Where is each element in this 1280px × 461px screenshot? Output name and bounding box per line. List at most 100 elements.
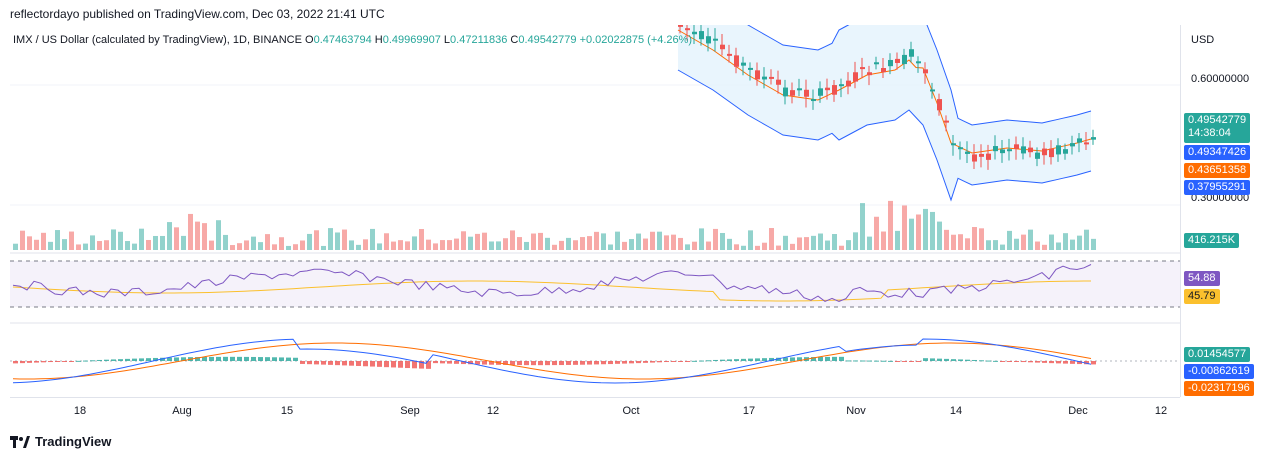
- open-label: O: [305, 34, 314, 46]
- time-tick: Nov: [846, 405, 866, 417]
- macd-hist-bar: [517, 361, 522, 366]
- volume-bar: [363, 239, 368, 250]
- candle-body: [853, 72, 858, 82]
- macd-hist-bar: [797, 357, 802, 361]
- candle-body: [1077, 138, 1082, 143]
- open-value: 0.47463794: [313, 34, 372, 46]
- volume-bar: [601, 233, 606, 250]
- volume-bar: [636, 233, 641, 250]
- macd-hist-bar: [41, 361, 46, 363]
- volume-bar: [433, 243, 438, 250]
- macd-hist-bar: [174, 357, 179, 361]
- candle-body: [860, 67, 865, 70]
- macd-hist-bar: [202, 356, 207, 361]
- footer-brand[interactable]: TradingView: [10, 434, 111, 449]
- signal-tag: -0.02317196: [1184, 381, 1254, 396]
- volume-bar: [125, 241, 130, 250]
- macd-hist-bar: [412, 361, 417, 369]
- price-axis[interactable]: USD 0.60000000 0.30000000 0.49542779 14:…: [1180, 25, 1271, 397]
- volume-bar: [552, 244, 557, 250]
- macd-hist-bar: [825, 356, 830, 361]
- volume-bar: [538, 232, 543, 250]
- macd-hist-bar: [132, 358, 137, 361]
- volume-bar: [1056, 242, 1061, 250]
- macd-hist-bar: [34, 361, 39, 363]
- macd-hist-bar: [909, 361, 914, 362]
- volume-bar: [83, 243, 88, 250]
- macd-hist-bar: [1035, 361, 1040, 363]
- macd-hist-bar: [657, 361, 662, 363]
- volume-bar: [888, 200, 893, 250]
- macd-hist-bar: [405, 361, 410, 369]
- volume-bar: [951, 234, 956, 250]
- volume-bar: [1042, 244, 1047, 250]
- upper-band-line: [747, 25, 1092, 126]
- volume-bar: [349, 240, 354, 250]
- candle-body: [685, 28, 690, 31]
- volume-bar: [517, 237, 522, 250]
- volume-bar: [97, 241, 102, 250]
- macd-hist-bar: [447, 361, 452, 364]
- candle-body: [923, 69, 928, 74]
- volume-bar: [678, 237, 683, 250]
- macd-hist-bar: [790, 357, 795, 361]
- candle-body: [1007, 149, 1012, 152]
- macd-hist-bar: [356, 361, 361, 366]
- macd-hist-bar: [608, 361, 613, 365]
- macd-hist-bar: [69, 361, 74, 362]
- volume-bar: [146, 239, 151, 250]
- candle-body: [818, 88, 823, 96]
- volume-bar: [937, 221, 942, 250]
- macd-hist-bar: [1028, 361, 1033, 363]
- volume-bar: [685, 244, 690, 250]
- macd-hist-bar: [13, 361, 18, 364]
- time-axis[interactable]: 18 Aug 15 Sep 12 Oct 17 Nov 14 Dec 12: [10, 397, 1180, 424]
- macd-hist-bar: [419, 361, 424, 369]
- volume-bar: [909, 218, 914, 250]
- volume-bar: [608, 244, 613, 250]
- macd-hist-bar: [328, 361, 333, 365]
- time-tick: Dec: [1068, 405, 1088, 417]
- macd-hist-bar: [685, 361, 690, 362]
- volume-bar: [979, 228, 984, 250]
- macd-hist-bar: [181, 357, 186, 361]
- volume-bar: [839, 245, 844, 250]
- time-tick: Aug: [172, 405, 192, 417]
- volume-bar: [531, 233, 536, 250]
- volume-bar: [748, 230, 753, 250]
- volume-bar: [139, 228, 144, 250]
- macd-hist-bar: [839, 356, 844, 361]
- rsi-line: [12, 264, 1092, 302]
- macd-hist-bar: [867, 360, 872, 362]
- candle-body: [720, 44, 725, 50]
- chart-canvas[interactable]: [10, 25, 1180, 397]
- volume-bar: [818, 233, 823, 250]
- volume-bar: [314, 230, 319, 250]
- macd-hist-bar: [195, 357, 200, 361]
- macd-hist-bar: [874, 360, 879, 362]
- candle-body: [972, 154, 977, 162]
- volume-bar: [265, 234, 270, 250]
- candle-body: [1084, 142, 1089, 145]
- macd-hist-bar: [734, 359, 739, 361]
- volume-bar: [293, 244, 298, 250]
- candle-body: [755, 70, 760, 80]
- volume-bar: [223, 234, 228, 250]
- macd-hist-bar: [776, 357, 781, 361]
- macd-hist-bar: [251, 356, 256, 361]
- macd-hist-bar: [55, 361, 60, 362]
- volume-bar: [587, 236, 592, 250]
- macd-hist-bar: [930, 358, 935, 361]
- macd-hist-bar: [475, 361, 480, 365]
- macd-hist-bar: [727, 359, 732, 361]
- volume-bar: [489, 241, 494, 250]
- volume-bar: [706, 241, 711, 250]
- volume-bar: [377, 243, 382, 250]
- time-tick: Oct: [622, 405, 640, 417]
- volume-bar: [846, 240, 851, 250]
- macd-hist-bar: [153, 357, 158, 361]
- macd-hist-bar: [622, 361, 627, 364]
- time-tick: 18: [73, 405, 87, 417]
- macd-signal-line: [12, 342, 1092, 380]
- candle-body: [713, 38, 718, 41]
